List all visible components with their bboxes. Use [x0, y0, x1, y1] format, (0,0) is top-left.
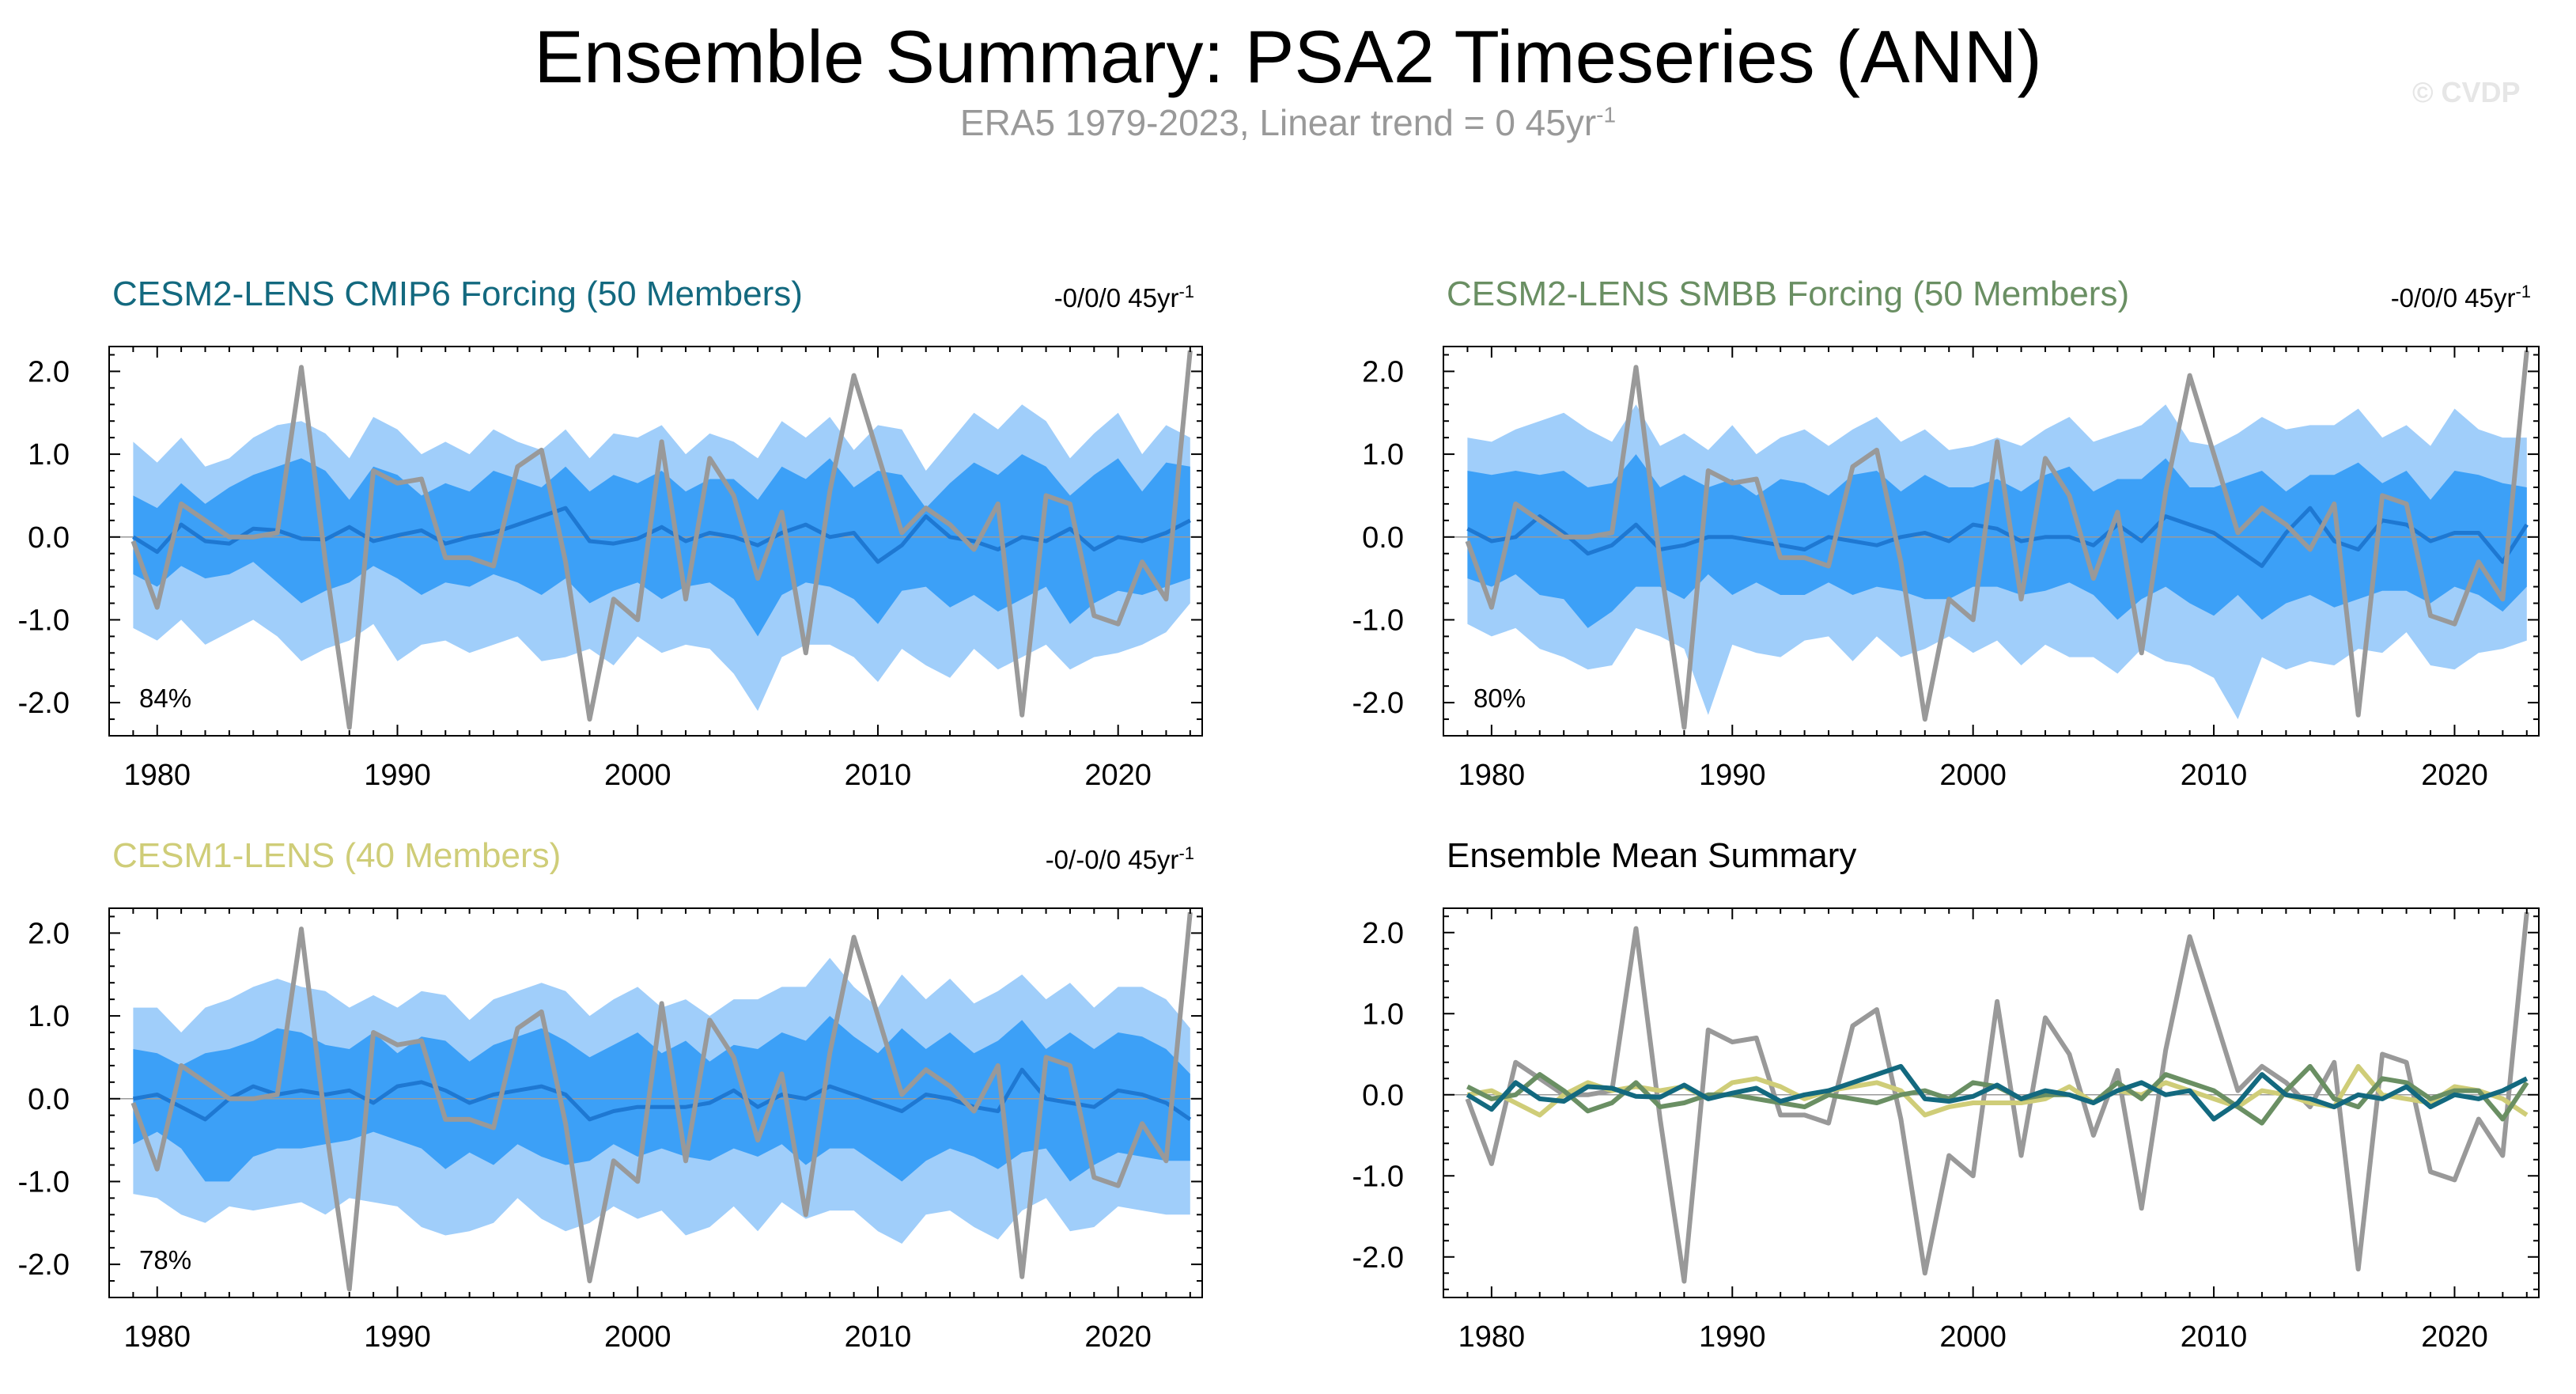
x-tick-label: 2010: [845, 1320, 912, 1354]
y-tick-label: 2.0: [28, 917, 70, 950]
y-tick-label: -1.0: [1352, 604, 1404, 637]
y-tick-label: -1.0: [18, 1165, 70, 1199]
x-tick-label: 2010: [2181, 759, 2248, 792]
y-tick-label: 1.0: [28, 1000, 70, 1033]
x-tick-label: 2010: [845, 759, 912, 792]
trend-label: -0/-0/0 45yr-1: [1046, 843, 1194, 875]
y-tick-label: -2.0: [18, 1248, 70, 1282]
y-tick-label: -2.0: [1352, 687, 1404, 720]
x-tick-label: 1990: [1699, 759, 1766, 792]
x-tick-label: 1980: [1458, 759, 1526, 792]
trend-label: -0/0/0 45yr-1: [1054, 282, 1194, 313]
y-tick-label: -1.0: [18, 604, 70, 637]
x-tick-label: 2020: [2421, 1320, 2488, 1354]
watermark: © CVDP: [2412, 76, 2521, 108]
plot-frame: [108, 907, 1203, 1298]
x-tick-label: 2000: [1939, 759, 2007, 792]
x-tick-label: 2010: [2181, 1320, 2248, 1354]
x-tick-label: 1980: [123, 759, 191, 792]
inner-spread-band: [133, 454, 1190, 637]
inner-spread-band: [1467, 454, 2527, 628]
x-tick-label: 1980: [123, 1320, 191, 1354]
y-tick-label: -2.0: [1352, 1241, 1404, 1275]
observations-line: [1465, 350, 2529, 730]
chart-panel-2: 1980 1990 2000 2010 2020 2.0 1.0 0.0 -1.0 -2.0 CES…: [1352, 275, 2540, 792]
subtitle-text: ERA5 1979-2023, Linear trend = 0 45yr: [959, 102, 1597, 143]
mean-line-cesm2-lens-cmip6: [1466, 1063, 2529, 1122]
y-tick-label: -1.0: [1352, 1160, 1404, 1193]
x-tick-label: 2000: [604, 759, 671, 792]
panel-title: Ensemble Mean Summary: [1447, 836, 1856, 875]
y-tick-label: 0.0: [28, 1083, 70, 1116]
x-tick-label: 1990: [1699, 1320, 1766, 1354]
x-tick-label: 1990: [364, 759, 431, 792]
x-tick-label: 2020: [1084, 1320, 1152, 1354]
y-tick-label: 0.0: [1362, 1079, 1404, 1112]
y-tick-label: 2.0: [28, 355, 70, 388]
x-tick-label: 2000: [604, 1320, 671, 1354]
ensemble-mean-line: [132, 506, 1191, 564]
percent-label: 78%: [139, 1245, 191, 1275]
plot-frame: [1443, 907, 2540, 1298]
figure-subtitle: ERA5 1979-2023, Linear trend = 0 45yr-1: [0, 101, 2576, 144]
panel-title: CESM1-LENS (40 Members): [112, 836, 561, 875]
chart-panel-3: 1980 1990 2000 2010 2020 2.0 1.0 0.0 -1.0 -2.0 CES…: [18, 836, 1203, 1354]
percent-label: 84%: [139, 684, 191, 713]
x-tick-label: 2000: [1939, 1320, 2007, 1354]
trend-label: -0/0/0 45yr-1: [2391, 282, 2531, 313]
x-tick-label: 2020: [2421, 759, 2488, 792]
y-tick-label: -2.0: [18, 687, 70, 720]
y-tick-label: 2.0: [1362, 917, 1404, 950]
y-tick-label: 0.0: [28, 521, 70, 555]
x-tick-label: 2020: [1084, 759, 1152, 792]
panel-title: CESM2-LENS SMBB Forcing (50 Members): [1447, 275, 2129, 313]
y-tick-label: 1.0: [28, 438, 70, 472]
panel-title: CESM2-LENS CMIP6 Forcing (50 Members): [112, 275, 803, 313]
percent-label: 80%: [1473, 684, 1526, 713]
subtitle-superscript: -1: [1596, 102, 1617, 127]
plot-frame: [108, 346, 1203, 737]
observations-line: [1465, 911, 2529, 1284]
x-tick-label: 1990: [364, 1320, 431, 1354]
chart-panel-4: 1980 1990 2000 2010 2020 2.0 1.0 0.0 -1.0 -2.0 Ens…: [1352, 836, 2540, 1354]
y-tick-label: 1.0: [1362, 998, 1404, 1031]
ensemble-mean-line: [1466, 506, 2529, 568]
observations-line: [131, 911, 1193, 1292]
y-tick-label: 1.0: [1362, 438, 1404, 472]
ensemble-mean-line: [132, 1067, 1192, 1122]
observations-line: [131, 350, 1193, 730]
x-tick-label: 1980: [1458, 1320, 1526, 1354]
y-tick-label: 2.0: [1362, 355, 1404, 388]
figure-title: Ensemble Summary: PSA2 Timeseries (ANN): [534, 15, 2042, 98]
y-tick-label: 0.0: [1362, 521, 1404, 555]
plot-frame: [1443, 346, 2540, 737]
chart-panel-1: 1980 1990 2000 2010 2020 2.0 1.0 0.0 -1.0 -2.0 CES…: [18, 275, 1203, 792]
